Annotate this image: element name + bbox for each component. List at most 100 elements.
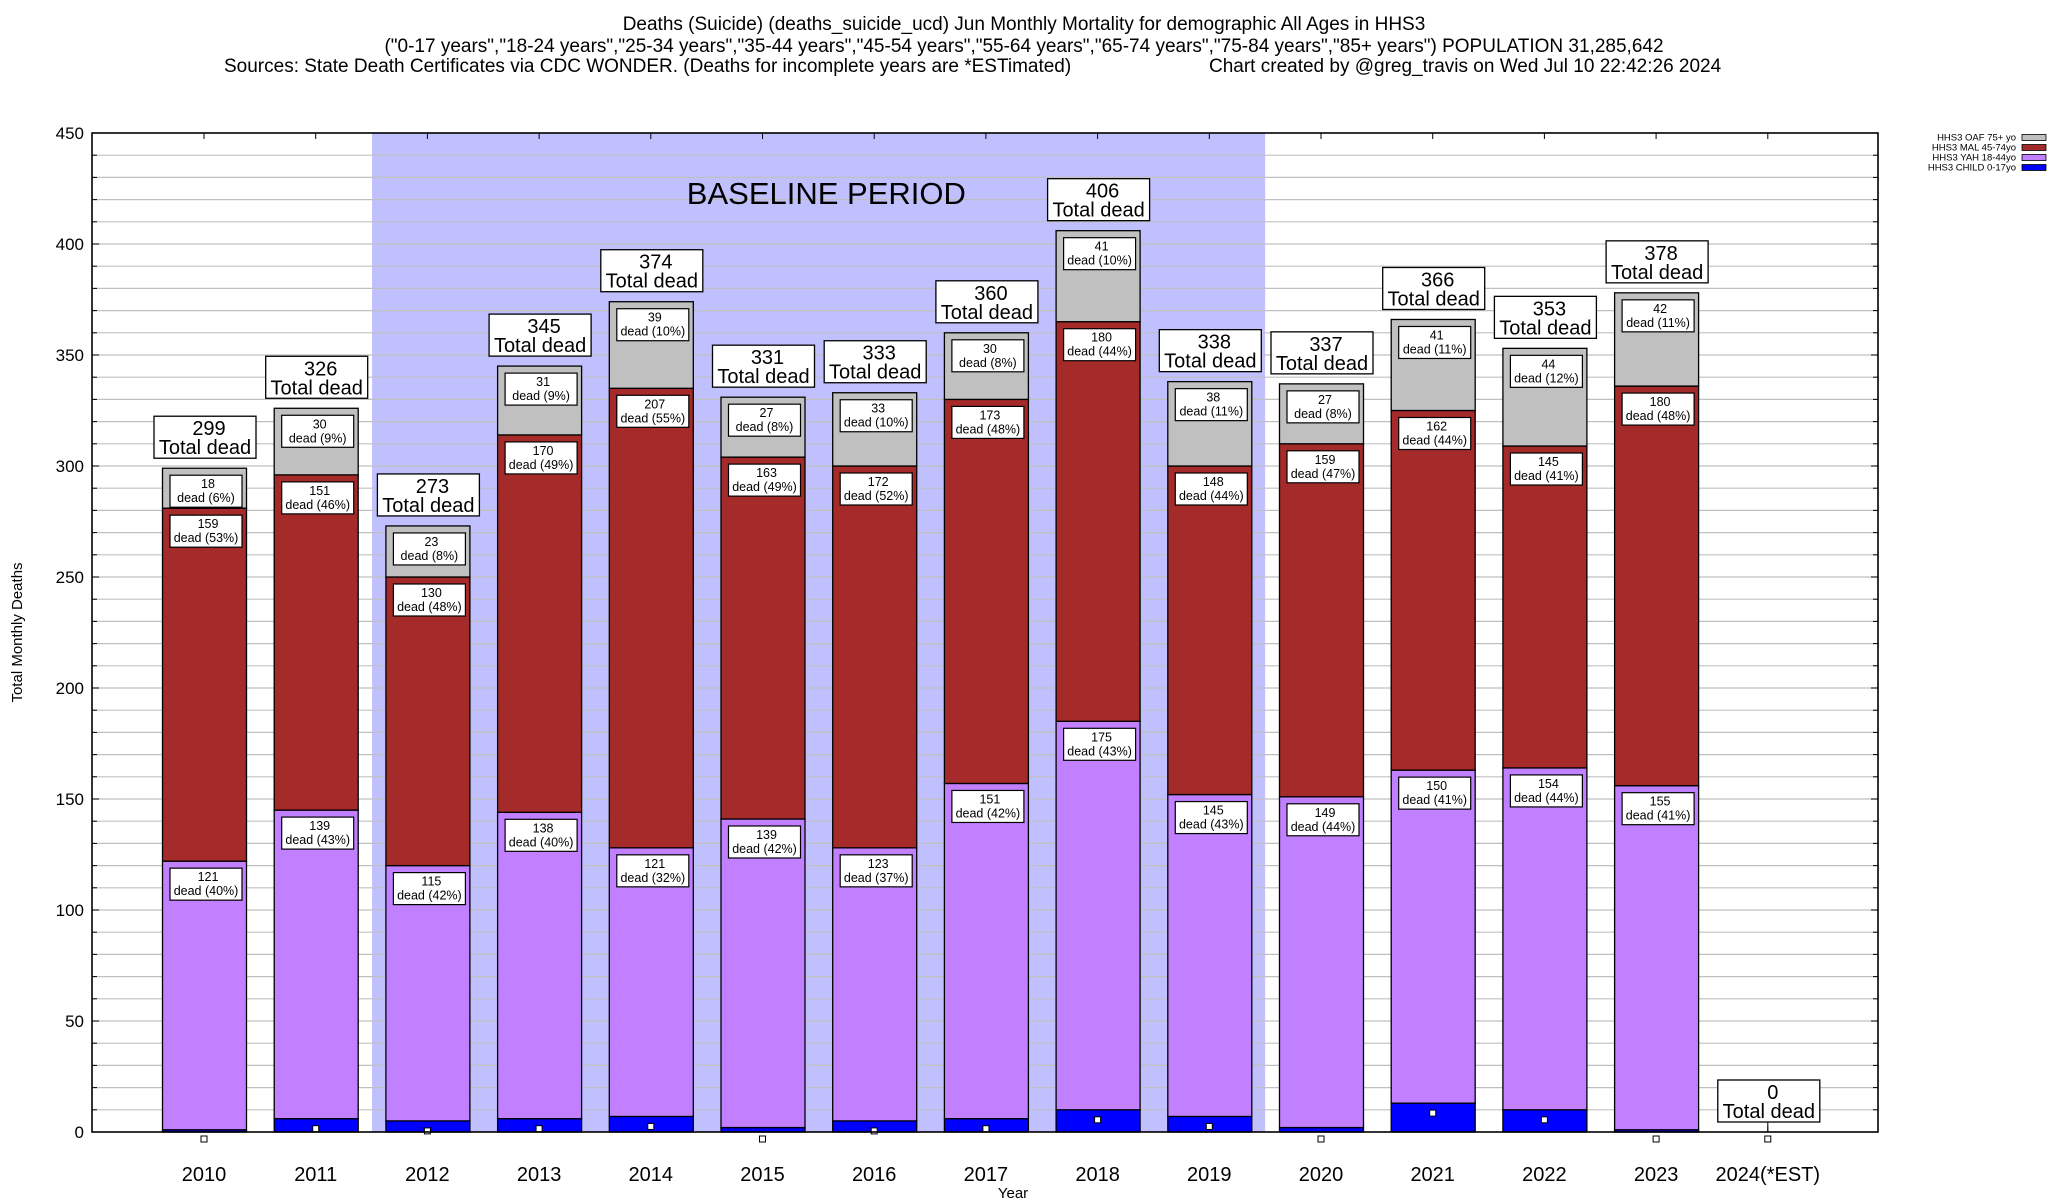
total-label-text: Total dead [494,335,586,357]
total-label-value: 299 [192,418,225,440]
child-marker [1429,1109,1437,1117]
segment-label-value: 145 [1203,804,1224,818]
segment-label-pct: dead (42%) [732,842,797,856]
child-marker [1652,1135,1660,1143]
x-tick-label: 2021 [1410,1164,1455,1186]
segment-label-value: 23 [424,535,438,549]
legend-swatch [2021,134,2047,141]
x-tick-label: 2017 [964,1164,1009,1186]
legend-label: HHS3 CHILD 0-17yo [1928,163,2016,174]
total-label-value: 360 [974,283,1007,305]
segment-label-value: 31 [536,375,550,389]
segment-label-box [1286,803,1360,837]
segment-label-pct: dead (8%) [1294,407,1352,421]
segment-label-value: 18 [201,477,215,491]
chart-credit: Chart created by @greg_travis on Wed Jul… [1209,56,1722,77]
segment-label-value: 139 [309,819,330,833]
segment-label-box [392,583,466,617]
bar-segment [496,811,583,1120]
total-label-text: Total dead [717,366,809,388]
bar-segment [943,398,1030,785]
y-tick-label: 0 [75,1123,84,1142]
total-label-text: Total dead [1611,262,1703,284]
y-tick-label: 300 [56,457,84,476]
total-label-box [935,280,1039,324]
segment-label-box [1621,299,1695,333]
segment-label-value: 27 [1318,393,1332,407]
x-tick-label: 2020 [1299,1164,1344,1186]
segment-label-value: 150 [1426,779,1447,793]
segment-label-pct: dead (43%) [285,833,350,847]
segment-label-pct: dead (40%) [174,884,239,898]
legend-label: HHS3 OAF 75+ yo [1937,133,2016,144]
segment-label-box [616,854,690,888]
child-marker [1764,1135,1772,1143]
segment-label-box [727,825,802,859]
total-label-box [600,249,704,293]
bar-segment [832,847,918,1122]
chart-title: Deaths (Suicide) (deaths_suicide_ucd) Ju… [622,14,1426,35]
total-label-text: Total dead [1499,317,1591,339]
bar-segment [1613,785,1700,1131]
total-label-text: Total dead [271,377,363,399]
total-label-text: Total dead [1388,288,1480,310]
bar-segment [1390,409,1476,771]
segment-label-box [1174,472,1248,506]
total-label-text: Total dead [1164,351,1256,373]
bar-segment [1613,385,1700,787]
segment-label-box [951,339,1025,373]
total-label-text: Total dead [382,495,474,517]
y-axis-label: Total Monthly Deaths [9,562,26,702]
segment-label-box [504,441,578,475]
total-label-box [1158,328,1262,373]
bar-segment [1502,767,1588,1111]
segment-label-box [281,816,355,850]
bar-segment [1055,720,1141,1111]
segment-label-value: 148 [1203,475,1224,489]
y-tick-label: 100 [56,901,84,920]
segment-label-value: 27 [760,406,774,420]
segment-label-pct: dead (10%) [1067,254,1132,268]
bar-segment [1278,796,1365,1129]
y-tick-label: 450 [56,124,84,143]
segment-label-pct: dead (49%) [732,480,797,494]
segment-label-box [169,474,243,508]
segment-label-pct: dead (53%) [174,531,239,545]
x-tick-label: 2024(*EST) [1716,1164,1821,1186]
bar-segment [385,576,471,867]
segment-label-value: 175 [1091,730,1112,744]
segment-label-box [1509,452,1584,486]
segment-label-box [951,405,1025,439]
total-label-box [711,344,816,388]
segment-label-box [616,394,690,428]
segment-label-pct: dead (41%) [1402,793,1467,807]
segment-label-pct: dead (40%) [509,835,574,849]
bar-segment [1390,1102,1476,1133]
total-label-value: 333 [863,343,896,365]
bar-segment [943,782,1030,1120]
total-label-box [1382,266,1486,311]
segment-label-value: 149 [1315,806,1336,820]
segment-label-pct: dead (48%) [1626,409,1691,423]
segment-label-value: 180 [1650,395,1671,409]
legend-swatch [2021,144,2047,151]
segment-label-pct: dead (12%) [1514,371,1579,385]
segment-label-box [1509,774,1584,808]
total-label-text: Total dead [159,437,251,459]
segment-label-value: 173 [979,408,1000,422]
total-label-box [1493,295,1598,339]
y-tick-label: 50 [65,1012,84,1031]
segment-label-pct: dead (41%) [1626,809,1691,823]
legend-swatch [2021,164,2047,171]
segment-label-pct: dead (44%) [1067,345,1132,359]
segment-label-pct: dead (9%) [512,389,570,403]
segment-label-box [504,818,578,852]
segment-label-pct: dead (6%) [177,491,235,505]
segment-label-pct: dead (8%) [401,549,459,563]
total-label-box [1605,240,1709,284]
segment-label-pct: dead (41%) [1514,469,1579,483]
segment-label-value: 151 [309,484,330,498]
bar-segment [1390,769,1476,1104]
x-tick-label: 2010 [182,1164,227,1186]
segment-label-value: 115 [421,875,441,889]
